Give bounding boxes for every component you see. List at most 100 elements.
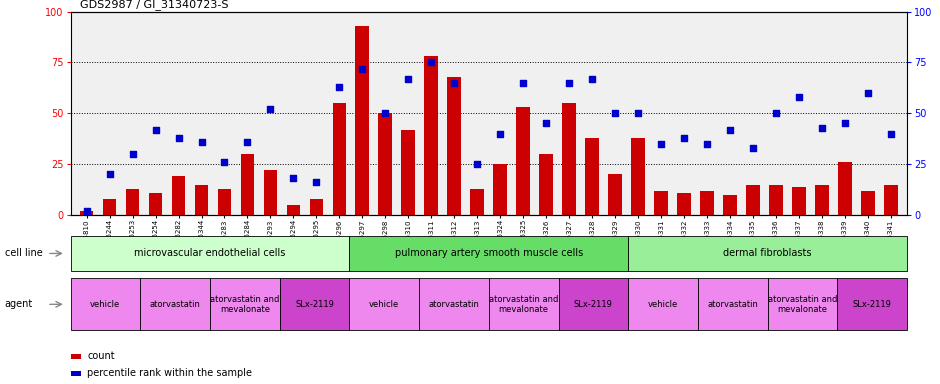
Point (791, 94, 807, 100)
Bar (217, 189, 231, 215)
Text: microvascular endothelial cells: microvascular endothelial cells (134, 248, 286, 258)
Text: atorvastatin and
mevalonate: atorvastatin and mevalonate (211, 295, 279, 314)
Text: atorvastatin: atorvastatin (429, 300, 479, 309)
Point (493, 131, 508, 137)
Bar (885, 185, 898, 215)
Text: SLx-2119: SLx-2119 (295, 300, 334, 309)
Point (653, 141, 668, 147)
Point (539, 121, 554, 127)
Point (378, 110, 393, 116)
Point (400, 76, 415, 82)
Bar (746, 185, 760, 215)
Point (194, 139, 209, 145)
Bar (355, 26, 369, 215)
Bar (792, 187, 806, 215)
Bar (70, 354, 81, 359)
Point (79, 208, 94, 214)
Bar (350, 236, 628, 271)
Bar (540, 154, 553, 215)
Point (815, 124, 830, 131)
Bar (126, 189, 139, 215)
Bar (608, 174, 622, 215)
Bar (70, 278, 140, 330)
Bar (861, 190, 875, 215)
Bar (628, 236, 907, 271)
Text: atorvastatin: atorvastatin (708, 300, 759, 309)
Bar (419, 278, 489, 330)
Point (470, 161, 485, 167)
Bar (287, 205, 301, 215)
Bar (632, 138, 645, 215)
Text: atorvastatin: atorvastatin (149, 300, 200, 309)
Bar (558, 278, 628, 330)
Point (745, 145, 760, 151)
Point (125, 151, 140, 157)
Bar (447, 77, 462, 215)
Point (838, 121, 853, 127)
Point (446, 79, 462, 86)
Bar (768, 278, 838, 330)
Point (769, 110, 784, 116)
Point (332, 84, 347, 90)
Bar (350, 278, 419, 330)
Bar (586, 138, 599, 215)
Bar (210, 278, 280, 330)
Bar (102, 199, 117, 215)
Text: vehicle: vehicle (369, 300, 400, 309)
Point (102, 171, 118, 177)
Bar (769, 185, 783, 215)
Bar (516, 107, 530, 215)
Bar (195, 185, 209, 215)
Point (884, 131, 899, 137)
Bar (654, 190, 668, 215)
Point (585, 76, 600, 82)
Text: agent: agent (5, 299, 33, 310)
Bar (309, 199, 323, 215)
Bar (263, 170, 277, 215)
Text: atorvastatin and
mevalonate: atorvastatin and mevalonate (489, 295, 558, 314)
Bar (425, 56, 438, 215)
Point (217, 159, 232, 165)
Text: pulmonary artery smooth muscle cells: pulmonary artery smooth muscle cells (395, 248, 583, 258)
Bar (494, 164, 508, 215)
Bar (401, 129, 415, 215)
Text: vehicle: vehicle (90, 300, 120, 309)
Bar (80, 211, 93, 215)
Bar (379, 113, 392, 215)
Text: GDS2987 / GI_31340723-S: GDS2987 / GI_31340723-S (80, 0, 228, 10)
Point (263, 106, 278, 112)
Point (516, 79, 531, 86)
Bar (333, 103, 346, 215)
Point (677, 135, 692, 141)
Point (424, 59, 439, 65)
Point (699, 141, 714, 147)
Text: percentile rank within the sample: percentile rank within the sample (87, 368, 252, 378)
Bar (280, 278, 350, 330)
Text: atorvastatin and
mevalonate: atorvastatin and mevalonate (768, 295, 838, 314)
Text: count: count (87, 351, 115, 361)
Bar (697, 278, 768, 330)
Bar (838, 162, 852, 215)
Bar (562, 103, 576, 215)
Bar (838, 278, 907, 330)
Bar (172, 176, 185, 215)
Text: SLx-2119: SLx-2119 (574, 300, 613, 309)
Bar (628, 278, 697, 330)
Point (723, 126, 738, 132)
Point (286, 175, 301, 182)
Point (562, 79, 577, 86)
Bar (70, 371, 81, 376)
Bar (723, 195, 737, 215)
Bar (149, 193, 163, 215)
Point (240, 139, 255, 145)
Point (171, 135, 186, 141)
Bar (470, 189, 484, 215)
Bar (140, 278, 210, 330)
Text: cell line: cell line (5, 248, 42, 258)
Text: dermal fibroblasts: dermal fibroblasts (724, 248, 812, 258)
Bar (815, 185, 829, 215)
Bar (241, 154, 255, 215)
Point (148, 126, 163, 132)
Bar (489, 278, 558, 330)
Text: vehicle: vehicle (648, 300, 679, 309)
